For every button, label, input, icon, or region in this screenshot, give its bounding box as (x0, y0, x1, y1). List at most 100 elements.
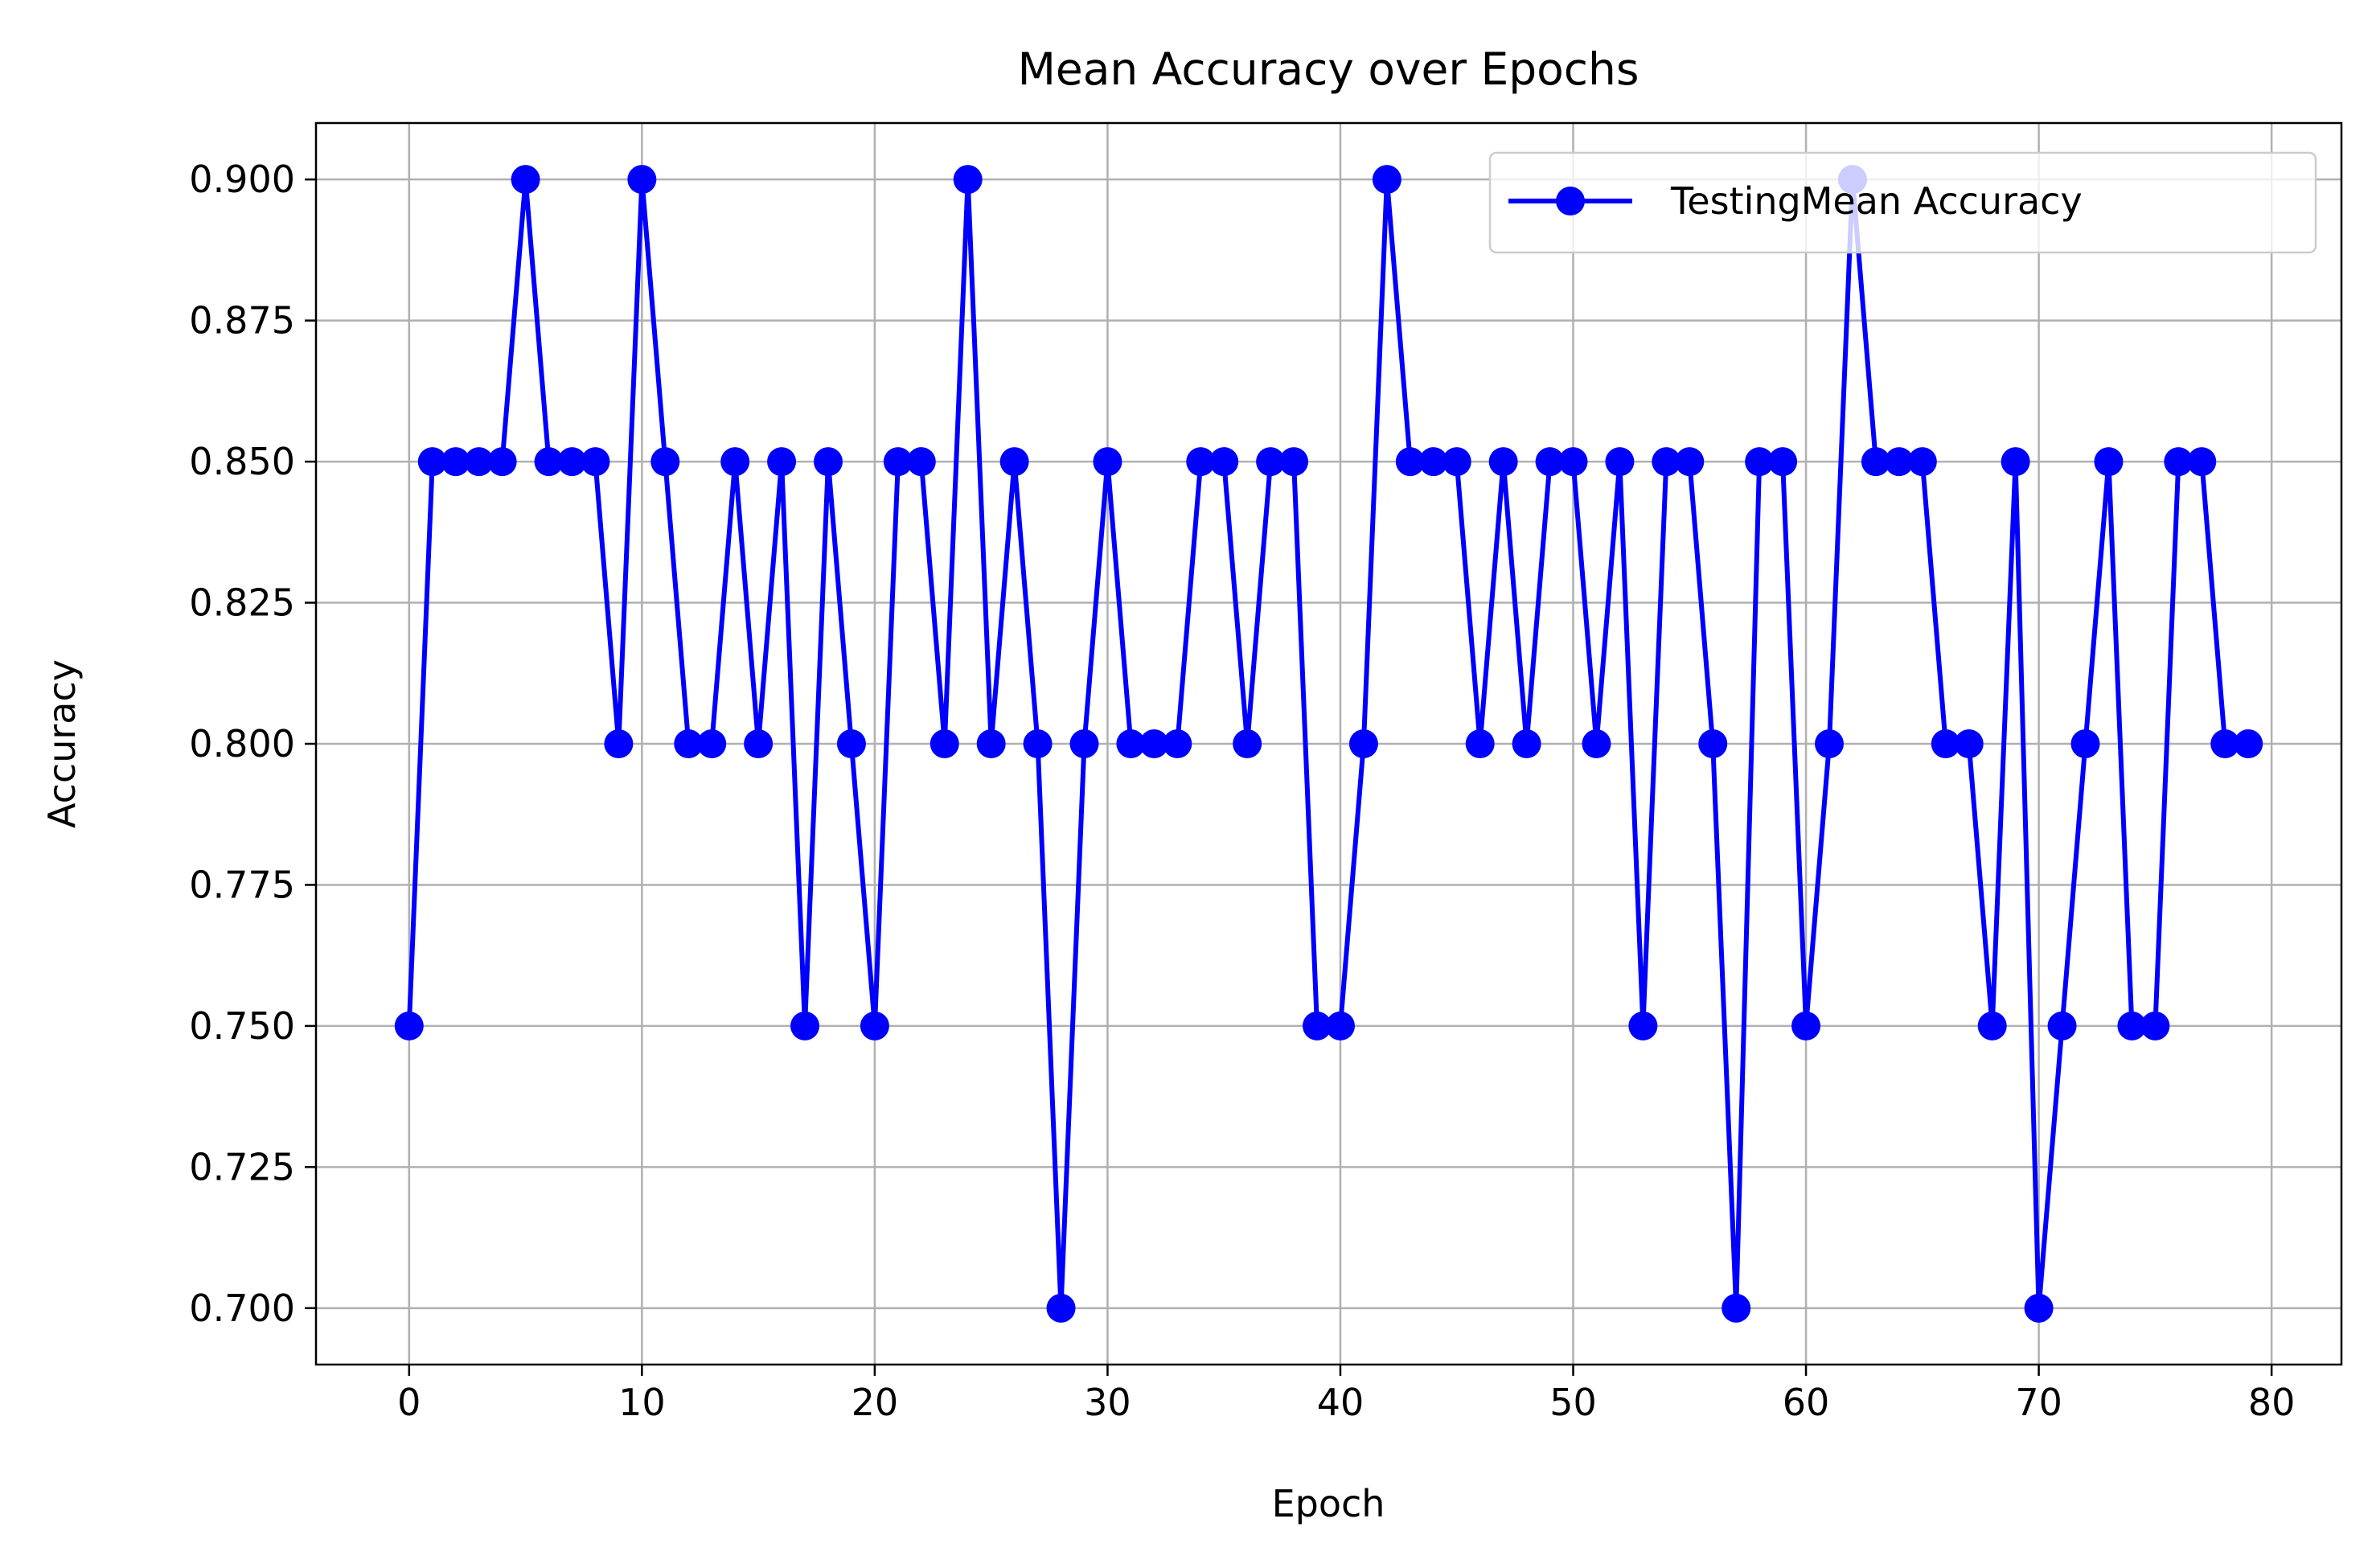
data-point (1325, 1011, 1355, 1041)
data-point (1303, 1011, 1332, 1041)
data-point (604, 729, 634, 758)
x-axis-label: Epoch (1272, 1482, 1385, 1525)
data-point (1279, 447, 1309, 477)
data-point (1256, 447, 1286, 477)
chart-title: Mean Accuracy over Epochs (1017, 43, 1639, 95)
data-point (883, 447, 913, 477)
data-point (1698, 729, 1728, 758)
data-point (720, 447, 750, 477)
data-point (1768, 447, 1798, 477)
data-point (674, 729, 704, 758)
data-point (1465, 729, 1495, 758)
data-point (1418, 447, 1448, 477)
data-point (557, 447, 587, 477)
data-point (697, 729, 727, 758)
data-point (1977, 1011, 2007, 1041)
data-point (1233, 729, 1262, 758)
data-point (1023, 729, 1053, 758)
data-point (441, 447, 470, 477)
x-tick-label: 80 (2248, 1381, 2296, 1424)
data-point (1745, 447, 1775, 477)
data-point (394, 1011, 424, 1041)
data-point (2210, 729, 2240, 758)
data-point (930, 729, 959, 758)
y-tick-label: 0.900 (189, 158, 295, 201)
data-point (1512, 729, 1541, 758)
data-point (744, 729, 774, 758)
data-point (2024, 1293, 2054, 1323)
x-tick-label: 0 (397, 1381, 421, 1424)
data-point (1116, 729, 1146, 758)
data-point (534, 447, 564, 477)
data-point (860, 1011, 889, 1041)
series-layer (394, 165, 2263, 1323)
data-point (2001, 447, 2030, 477)
data-point (767, 447, 797, 477)
x-axis: 0 10 20 30 40 50 60 70 80 (397, 1365, 2295, 1424)
data-point (581, 447, 610, 477)
data-point (1884, 447, 1914, 477)
data-point (2047, 1011, 2077, 1041)
data-point (1722, 1293, 1751, 1323)
data-point (1163, 729, 1192, 758)
data-point (1628, 1011, 1658, 1041)
data-point (1815, 729, 1845, 758)
data-point (1535, 447, 1565, 477)
data-point (1093, 447, 1122, 477)
data-point (1442, 447, 1471, 477)
data-point (464, 447, 494, 477)
data-point (1954, 729, 1984, 758)
y-tick-label: 0.825 (189, 581, 295, 625)
y-tick-label: 0.700 (189, 1287, 295, 1330)
data-point (1488, 447, 1518, 477)
y-tick-label: 0.775 (189, 863, 295, 906)
data-point (1046, 1293, 1076, 1323)
data-point (511, 165, 540, 195)
data-point (627, 165, 657, 195)
x-tick-label: 10 (618, 1381, 666, 1424)
x-tick-label: 20 (852, 1381, 899, 1424)
legend-box (1488, 151, 2317, 254)
x-tick-label: 50 (1549, 1381, 1597, 1424)
data-point (1652, 447, 1681, 477)
data-point (2164, 447, 2193, 477)
y-axis: 0.700 0.725 0.750 0.775 0.800 0.825 0.850 0.875… (189, 158, 316, 1330)
data-point (1675, 447, 1705, 477)
data-point (2234, 729, 2263, 758)
legend: TestingMean Accuracy (1488, 151, 2317, 254)
y-tick-label: 0.725 (189, 1145, 295, 1188)
data-point (1861, 447, 1890, 477)
data-point (1907, 447, 1937, 477)
data-point (2094, 447, 2124, 477)
data-point (1069, 729, 1099, 758)
y-tick-label: 0.875 (189, 299, 295, 343)
x-tick-label: 70 (2015, 1381, 2062, 1424)
data-point (1209, 447, 1239, 477)
y-axis-label: Accuracy (40, 659, 84, 828)
y-tick-label: 0.850 (189, 440, 295, 483)
grid (316, 123, 2341, 1365)
x-tick-label: 30 (1084, 1381, 1131, 1424)
data-point (976, 729, 1006, 758)
data-point (1605, 447, 1635, 477)
data-point (1558, 447, 1588, 477)
data-point (999, 447, 1029, 477)
data-point (2070, 729, 2100, 758)
data-point (1791, 1011, 1821, 1041)
data-point (1348, 729, 1378, 758)
data-point (906, 447, 936, 477)
legend-marker-sample (1556, 187, 1585, 215)
data-point (2187, 447, 2217, 477)
data-point (2140, 1011, 2170, 1041)
data-point (487, 447, 517, 477)
x-tick-label: 40 (1317, 1381, 1365, 1424)
data-point (1582, 729, 1611, 758)
data-point (2117, 1011, 2147, 1041)
y-tick-label: 0.750 (189, 1004, 295, 1048)
data-point (836, 729, 866, 758)
x-tick-label: 60 (1783, 1381, 1830, 1424)
data-point (953, 165, 983, 195)
y-tick-label: 0.800 (189, 722, 295, 766)
